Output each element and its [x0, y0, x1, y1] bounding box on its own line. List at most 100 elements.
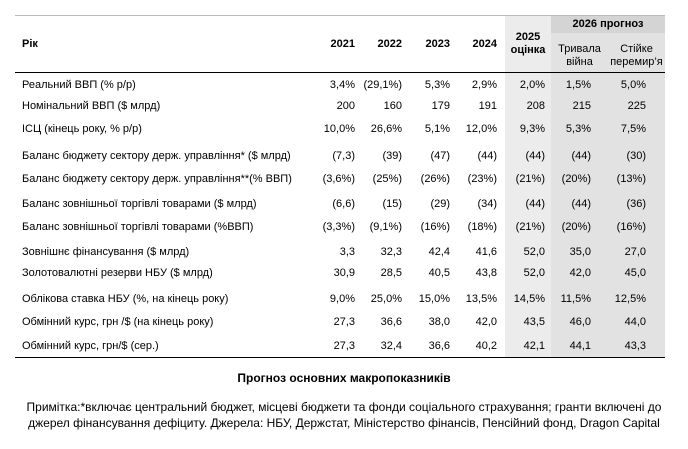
cell: 5,0% [620, 79, 646, 91]
cell: 44,1 [569, 340, 591, 352]
cell: (3,6%) [322, 173, 355, 185]
header-forecast: 2026 прогноз [572, 18, 644, 30]
cell: 42,0 [475, 316, 497, 328]
cell: (30) [626, 150, 646, 162]
cell: 25,0% [370, 293, 402, 305]
cell: 27,3 [333, 316, 355, 328]
cell: (16%) [616, 221, 646, 233]
cell: 179 [431, 100, 450, 112]
header-label: Рік [22, 38, 38, 50]
header-estimate: 2025 оцінка [510, 31, 546, 56]
header-rule [15, 72, 665, 73]
cell: 3,4% [329, 79, 355, 91]
cell: 208 [526, 100, 545, 112]
header-year: 2022 [377, 38, 402, 50]
cell: 5,1% [424, 123, 450, 135]
cell: (21%) [515, 173, 545, 185]
cell: (44) [525, 150, 545, 162]
cell: 36,6 [380, 316, 402, 328]
row-label: Баланс зовнішньої торгівлі товарами ($ м… [22, 198, 257, 210]
cell: 26,6% [370, 123, 402, 135]
cell: (44) [525, 198, 545, 210]
top-rule [15, 15, 665, 16]
note: Примітка:*включає центральний бюджет, мі… [26, 400, 662, 430]
cell: 46,0 [569, 316, 591, 328]
cell: (44) [571, 198, 591, 210]
cell: (6,6) [332, 198, 355, 210]
cell: 11,5% [560, 293, 591, 305]
cell: (13%) [616, 173, 646, 185]
cell: 30,9 [333, 267, 355, 279]
cell: (20%) [561, 221, 591, 233]
row-label: Номінальний ВВП ($ млрд) [22, 100, 161, 112]
cell: 32,3 [380, 246, 402, 258]
header-year: 2024 [472, 38, 497, 50]
row-label: Облікова ставка НБУ (%, на кінець року) [22, 293, 229, 305]
row-label: ІСЦ (кінець року, % р/р) [22, 123, 142, 135]
row-label: Обмінний курс, грн /$ (на кінець року) [22, 316, 214, 328]
cell: (47) [430, 150, 450, 162]
cell: 52,0 [523, 246, 545, 258]
cell: (29) [430, 198, 450, 210]
cell: (29,1%) [363, 79, 402, 91]
cell: 14,5% [513, 293, 545, 305]
header-year: 2023 [425, 38, 450, 50]
cell: (39) [382, 150, 402, 162]
cell: 5,3% [565, 123, 591, 135]
cell: 2,9% [471, 79, 497, 91]
cell: 12,0% [465, 123, 497, 135]
cell: 160 [383, 100, 402, 112]
cell: 10,0% [323, 123, 355, 135]
forecast-header-shade [551, 15, 665, 33]
cell: (44) [571, 150, 591, 162]
cell: 2,0% [519, 79, 545, 91]
cell: 7,5% [620, 123, 646, 135]
cell: 38,0 [428, 316, 450, 328]
cell: 3,3 [339, 246, 355, 258]
row-label: Баланс бюджету сектору держ. управління*… [22, 150, 291, 162]
cell: 1,5% [565, 79, 591, 91]
cell: 43,5 [523, 316, 545, 328]
cell: (34) [477, 198, 497, 210]
cell: 42,0 [569, 267, 591, 279]
cell: 9,0% [329, 293, 355, 305]
cell: 42,1 [523, 340, 545, 352]
cell: 42,4 [428, 246, 450, 258]
cell: 43,3 [624, 340, 646, 352]
cell: 225 [627, 100, 646, 112]
cell: (21%) [515, 221, 545, 233]
cell: 12,5% [614, 293, 646, 305]
cell: (26%) [420, 173, 450, 185]
forecast-shade [551, 33, 665, 358]
cell: 52,0 [523, 267, 545, 279]
row-label: Баланс зовнішньої торгівлі товарами (%ВВ… [22, 221, 254, 233]
cell: 40,5 [428, 267, 450, 279]
cell: (9,1%) [369, 221, 402, 233]
cell: 9,3% [519, 123, 545, 135]
cell: 43,8 [475, 267, 497, 279]
cell: 41,6 [475, 246, 497, 258]
cell: (16%) [420, 221, 450, 233]
cell: 35,0 [569, 246, 591, 258]
cell: 32,4 [380, 340, 402, 352]
header-scenario: Стійке перемир’я [610, 43, 663, 68]
cell: 215 [572, 100, 591, 112]
row-label: Зовнішнє фінансування ($ млрд) [22, 246, 190, 258]
cell: 27,3 [333, 340, 355, 352]
header-scenario: Тривала війна [558, 43, 601, 68]
estimate-shade [505, 15, 551, 358]
row-label: Баланс бюджету сектору держ. управління*… [22, 173, 292, 185]
cell: 5,3% [424, 79, 450, 91]
row-label: Реальний ВВП (% р/р) [22, 79, 136, 91]
cell: (25%) [372, 173, 402, 185]
cell: (36) [626, 198, 646, 210]
cell: (3,3%) [322, 221, 355, 233]
header-year: 2021 [330, 38, 355, 50]
cell: (23%) [467, 173, 497, 185]
cell: (18%) [467, 221, 497, 233]
row-label: Обмінний курс, грн/$ (сер.) [22, 340, 159, 352]
cell: 44,0 [624, 316, 646, 328]
row-label: Золотовалютні резерви НБУ ($ млрд) [22, 267, 213, 279]
cell: (20%) [561, 173, 591, 185]
cell: 28,5 [380, 267, 402, 279]
